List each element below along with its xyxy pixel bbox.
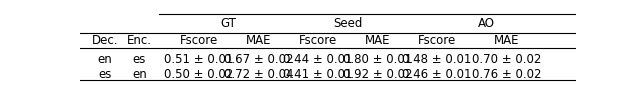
Text: 0.72 ± 0.04: 0.72 ± 0.04 [224, 68, 293, 81]
Text: MAE: MAE [365, 34, 390, 47]
Text: es: es [133, 53, 146, 66]
Text: Fscore: Fscore [299, 34, 337, 47]
Text: Seed: Seed [333, 17, 362, 30]
Text: Dec.: Dec. [92, 34, 118, 47]
Text: 0.70 ± 0.02: 0.70 ± 0.02 [472, 53, 541, 66]
Text: 0.67 ± 0.02: 0.67 ± 0.02 [224, 53, 293, 66]
Text: 0.41 ± 0.01: 0.41 ± 0.01 [284, 68, 353, 81]
Text: Enc.: Enc. [127, 34, 152, 47]
Text: 0.51 ± 0.01: 0.51 ± 0.01 [164, 53, 234, 66]
Text: 0.48 ± 0.01: 0.48 ± 0.01 [403, 53, 472, 66]
Text: 0.76 ± 0.02: 0.76 ± 0.02 [472, 68, 541, 81]
Text: 0.44 ± 0.01: 0.44 ± 0.01 [284, 53, 353, 66]
Text: 0.50 ± 0.02: 0.50 ± 0.02 [164, 68, 234, 81]
Text: 0.92 ± 0.02: 0.92 ± 0.02 [343, 68, 412, 81]
Text: en: en [97, 53, 112, 66]
Text: Fscore: Fscore [180, 34, 218, 47]
Text: 0.80 ± 0.01: 0.80 ± 0.01 [343, 53, 412, 66]
Text: Fscore: Fscore [418, 34, 456, 47]
Text: es: es [98, 68, 111, 81]
Text: GT: GT [221, 17, 237, 30]
Text: AO: AO [478, 17, 495, 30]
Text: MAE: MAE [246, 34, 271, 47]
Text: 0.46 ± 0.01: 0.46 ± 0.01 [403, 68, 472, 81]
Text: en: en [132, 68, 147, 81]
Text: MAE: MAE [494, 34, 519, 47]
